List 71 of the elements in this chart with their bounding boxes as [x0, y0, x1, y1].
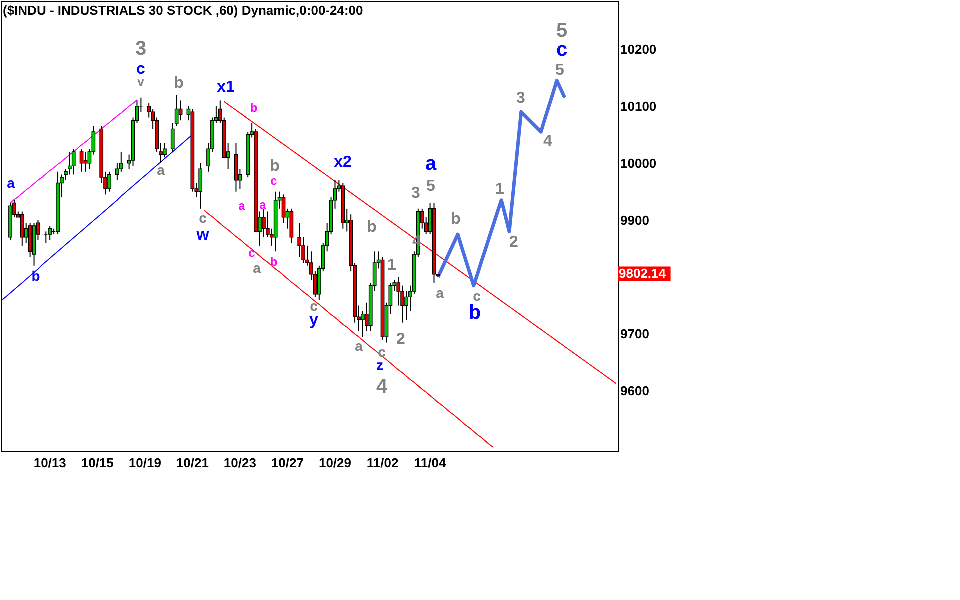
candlestick: [80, 148, 84, 172]
annotation: 2: [396, 331, 406, 348]
annotation: 1: [388, 257, 397, 274]
text: 9802.14: [619, 266, 667, 281]
chart-title: ($INDU - INDUSTRIALS 30 STOCK ,60) Dynamic,0:00-24:00: [3, 3, 364, 18]
annotation: c: [136, 61, 146, 78]
x-tick-label: 10/13: [34, 456, 66, 470]
annotation: b: [270, 255, 278, 269]
annotation: b: [174, 75, 184, 92]
annotation: c: [199, 210, 208, 226]
candlestick: [262, 208, 266, 238]
line-series: [2, 134, 194, 301]
y-tick-label: 9700: [620, 326, 650, 342]
y-tick-label: 10100: [620, 98, 657, 114]
line-series: [436, 78, 567, 288]
annotation: b: [250, 101, 258, 115]
annotation: 3: [412, 185, 421, 202]
annotation: x1: [217, 79, 235, 96]
annotation: 3: [516, 90, 526, 107]
y-tick-label: 10000: [620, 156, 657, 171]
candlestick: [178, 100, 183, 122]
annotation: c: [556, 39, 568, 61]
annotation: a: [436, 285, 444, 301]
annotation: b: [468, 302, 482, 324]
annotation: a: [157, 162, 166, 178]
annotation: 4: [376, 376, 388, 398]
annotation: c: [248, 246, 256, 260]
annotation: 5: [556, 62, 565, 79]
y-tick-label: 9900: [620, 212, 650, 228]
annotation: c: [473, 288, 482, 304]
x-tick-label: 11/04: [414, 456, 447, 470]
annotation: a: [7, 175, 16, 191]
annotation: a: [260, 198, 267, 212]
x-tick-label: 10/19: [128, 456, 162, 470]
x-tick-label: 10/29: [318, 456, 352, 470]
annotation: 1: [496, 181, 505, 198]
annotation: a: [355, 338, 364, 354]
y-tick-label: 10200: [620, 42, 657, 57]
x-tick-label: 10/23: [224, 456, 256, 470]
annotation: 2: [510, 234, 519, 251]
annotation: z: [376, 357, 384, 373]
annotation: c: [310, 298, 318, 314]
annotation: b: [270, 158, 280, 175]
annotation: x2: [334, 154, 352, 171]
x-tick-label: 10/21: [176, 456, 209, 470]
candlestick: [198, 162, 203, 210]
annotation: 5: [426, 178, 436, 195]
y-tick-label: 9600: [620, 384, 650, 399]
annotation: v: [138, 75, 145, 89]
x-tick-label: 10/27: [271, 456, 304, 470]
candlestick: [72, 148, 76, 176]
x-tick-label: 11/02: [366, 456, 399, 470]
annotation: 3: [135, 38, 147, 60]
annotation: c: [378, 344, 386, 360]
annotation: b: [367, 219, 378, 236]
annotation: 4: [544, 133, 553, 150]
candlestick: [48, 226, 52, 241]
annotation: w: [196, 227, 210, 244]
annotation: c: [270, 174, 278, 188]
candlestick: [84, 151, 88, 172]
candlestick: [108, 171, 112, 192]
annotation: a: [253, 260, 262, 276]
annotation: a: [238, 199, 246, 213]
annotation: b: [32, 268, 40, 284]
annotation: y: [310, 312, 319, 329]
candlestick: [20, 211, 24, 246]
x-tick-label: 10/15: [81, 456, 114, 470]
annotation: b: [451, 211, 462, 228]
annotation: 5: [556, 20, 568, 42]
annotation: a: [425, 153, 438, 175]
annotation: 4: [412, 233, 422, 250]
